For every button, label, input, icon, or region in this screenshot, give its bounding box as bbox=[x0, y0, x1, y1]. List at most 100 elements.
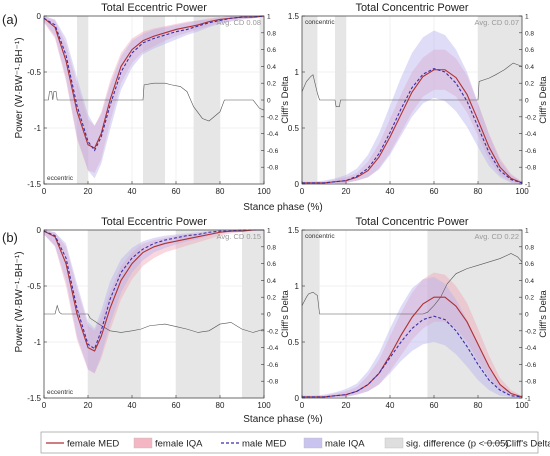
x-tick-label: 0 bbox=[42, 187, 47, 196]
female-med-line bbox=[43, 229, 264, 352]
cliffs-delta-line bbox=[301, 62, 523, 108]
sig-region bbox=[478, 16, 522, 184]
y2-tick-label: -1 bbox=[525, 396, 531, 403]
phase-label: eccentric bbox=[47, 175, 74, 182]
chart-title: Total Concentric Power bbox=[355, 216, 468, 228]
legend-swatch bbox=[384, 437, 404, 449]
female-iqa-band bbox=[302, 272, 522, 398]
x-tick-label: 80 bbox=[474, 187, 483, 196]
y2-tick-label: 0 bbox=[267, 98, 271, 105]
y-tick-label: -0.5 bbox=[27, 282, 41, 291]
cliffs-delta-line bbox=[44, 82, 265, 122]
y2-tick-label: 0 bbox=[525, 312, 529, 319]
x-tick-label: 80 bbox=[216, 401, 225, 410]
chart-title: Total Eccentric Power bbox=[101, 216, 207, 228]
y2-tick-label: -0.6 bbox=[525, 148, 537, 155]
y2-tick-label: 0.8 bbox=[267, 244, 276, 251]
legend-label: female MED bbox=[67, 439, 119, 450]
y2-tick-label: -0.8 bbox=[525, 379, 537, 386]
chart-b-con: Total Concentric Power 0 20 40 60 80 100 0 0.5 1 1… bbox=[288, 216, 549, 410]
y-tick-label: -1.5 bbox=[27, 394, 41, 403]
y-tick-label: -1 bbox=[34, 338, 42, 347]
sig-region bbox=[302, 16, 318, 184]
y2-tick-label: -0.6 bbox=[267, 148, 279, 155]
y2-axis-label: Cliff's Delta bbox=[280, 290, 291, 338]
y2-tick-label: -0.2 bbox=[525, 328, 537, 335]
cliffs-delta-line bbox=[301, 253, 523, 315]
legend-label: female IQA bbox=[155, 439, 203, 450]
panel-label-a: (a) bbox=[2, 12, 18, 27]
legend-label: male IQA bbox=[325, 439, 365, 450]
male-med-line bbox=[43, 15, 265, 152]
x-tick-label: 0 bbox=[300, 187, 305, 196]
legend-item: sig. difference (p < 0.05) bbox=[384, 437, 509, 450]
y2-tick-label: 0.4 bbox=[525, 278, 534, 285]
male-med-line bbox=[43, 229, 264, 350]
x-tick-label: 20 bbox=[84, 401, 93, 410]
y2-tick-label: -0.2 bbox=[267, 328, 279, 335]
y-tick-label: 0 bbox=[37, 12, 42, 21]
y2-tick-label: -0.4 bbox=[267, 131, 279, 138]
x-tick-label: 80 bbox=[216, 187, 225, 196]
x-tick-label: 60 bbox=[172, 401, 181, 410]
male-iqa-band bbox=[302, 30, 522, 185]
y-tick-label: 0.5 bbox=[288, 338, 300, 347]
y2-tick-label: -0.2 bbox=[525, 114, 537, 121]
legend-label: Cliff's Delta bbox=[505, 439, 550, 450]
y2-tick-label: -0.8 bbox=[525, 165, 537, 172]
female-iqa-band bbox=[302, 49, 522, 184]
y2-tick-label: 0.2 bbox=[525, 81, 534, 88]
y-tick-label: 1.5 bbox=[288, 226, 300, 235]
y2-tick-label: -0.4 bbox=[525, 131, 537, 138]
x-tick-label: 60 bbox=[430, 401, 439, 410]
x-tick-label: 20 bbox=[84, 187, 93, 196]
x-tick-label: 40 bbox=[128, 401, 137, 410]
y2-tick-label: -0.4 bbox=[525, 345, 537, 352]
y2-tick-label: 0 bbox=[525, 98, 529, 105]
y2-tick-label: 1 bbox=[525, 14, 529, 21]
y2-tick-label: -0.6 bbox=[267, 362, 279, 369]
y2-tick-label: -0.2 bbox=[267, 114, 279, 121]
sig-region bbox=[176, 230, 220, 398]
y-tick-label: 0 bbox=[295, 394, 300, 403]
phase-label: concentric bbox=[305, 19, 335, 26]
legend-box bbox=[40, 431, 539, 454]
phase-label: concentric bbox=[305, 233, 335, 240]
x-tick-label: 40 bbox=[128, 187, 137, 196]
panel-label-b: (b) bbox=[2, 230, 18, 245]
x-tick-label: 60 bbox=[430, 187, 439, 196]
sig-region bbox=[302, 230, 320, 398]
y2-tick-label: 0.6 bbox=[267, 47, 276, 54]
male-iqa-band bbox=[302, 277, 522, 398]
legend-item: female MED bbox=[46, 439, 119, 450]
y2-tick-label: 0 bbox=[267, 312, 271, 319]
y-tick-label: -1 bbox=[34, 124, 42, 133]
y-tick-label: 0 bbox=[295, 180, 300, 189]
y2-tick-label: 0.6 bbox=[525, 261, 534, 268]
x-tick-label: 0 bbox=[300, 401, 305, 410]
y-tick-label: 1 bbox=[295, 282, 300, 291]
avg-cd-label: Avg. CD 0.22 bbox=[475, 232, 519, 241]
y2-tick-label: 0.4 bbox=[525, 64, 534, 71]
male-med-line bbox=[302, 315, 523, 398]
x-tick-label: 20 bbox=[342, 401, 351, 410]
y2-tick-label: 0.2 bbox=[267, 295, 276, 302]
y2-axis-label: Cliff's Delta bbox=[280, 76, 291, 124]
legend: female MED female IQA male MED male IQA sig.… bbox=[40, 431, 550, 454]
y-tick-label: 0 bbox=[37, 226, 42, 235]
xlabel-a: Stance phase (%) bbox=[243, 202, 323, 213]
y2-tick-label: -0.8 bbox=[267, 379, 279, 386]
sig-region bbox=[427, 230, 522, 398]
legend-swatch bbox=[303, 437, 323, 449]
y2-tick-label: 0.6 bbox=[267, 261, 276, 268]
sig-region bbox=[143, 16, 165, 184]
x-tick-label: 100 bbox=[515, 401, 529, 410]
sig-region bbox=[193, 16, 220, 184]
y2-tick-label: 0.2 bbox=[267, 81, 276, 88]
x-tick-label: 80 bbox=[474, 401, 483, 410]
avg-cd-label: Avg. CD 0.08 bbox=[217, 18, 261, 27]
y2-tick-label: 0.6 bbox=[525, 47, 534, 54]
